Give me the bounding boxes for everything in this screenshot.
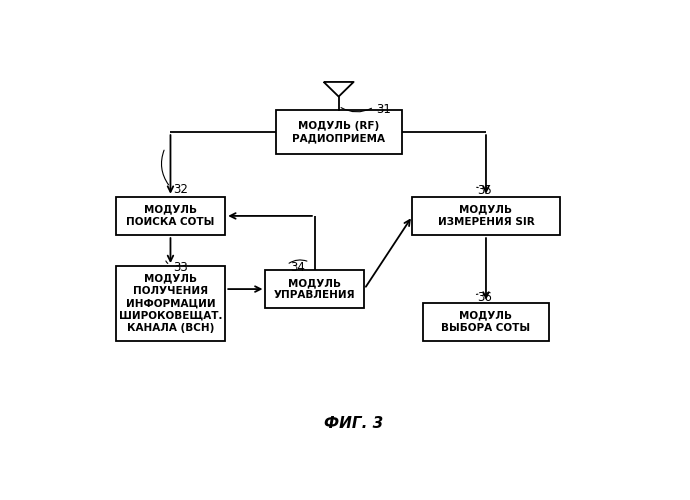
FancyBboxPatch shape: [116, 196, 225, 235]
FancyBboxPatch shape: [413, 196, 560, 235]
Text: 36: 36: [477, 292, 492, 304]
Text: ФИГ. 3: ФИГ. 3: [324, 416, 383, 432]
Text: 32: 32: [173, 183, 188, 196]
Text: МОДУЛЬ
УПРАВЛЕНИЯ: МОДУЛЬ УПРАВЛЕНИЯ: [274, 278, 355, 300]
Text: МОДУЛЬ
ПОИСКА СОТЫ: МОДУЛЬ ПОИСКА СОТЫ: [126, 204, 215, 227]
FancyBboxPatch shape: [423, 302, 549, 341]
FancyBboxPatch shape: [116, 266, 225, 341]
FancyBboxPatch shape: [266, 270, 364, 308]
Text: МОДУЛЬ (RF)
РАДИОПРИЕМА: МОДУЛЬ (RF) РАДИОПРИЕМА: [293, 121, 386, 144]
Text: 34: 34: [290, 260, 305, 274]
Text: 35: 35: [477, 184, 492, 196]
Text: 33: 33: [173, 260, 188, 274]
FancyBboxPatch shape: [276, 110, 402, 154]
Text: 31: 31: [377, 103, 391, 116]
Text: МОДУЛЬ
ИЗМЕРЕНИЯ SIR: МОДУЛЬ ИЗМЕРЕНИЯ SIR: [437, 204, 534, 227]
Text: МОДУЛЬ
ПОЛУЧЕНИЯ
ИНФОРМАЦИИ
ШИРОКОВЕЩАТ.
КАНАЛА (ВСН): МОДУЛЬ ПОЛУЧЕНИЯ ИНФОРМАЦИИ ШИРОКОВЕЩАТ.…: [119, 274, 222, 334]
Text: МОДУЛЬ
ВЫБОРА СОТЫ: МОДУЛЬ ВЫБОРА СОТЫ: [442, 310, 531, 333]
